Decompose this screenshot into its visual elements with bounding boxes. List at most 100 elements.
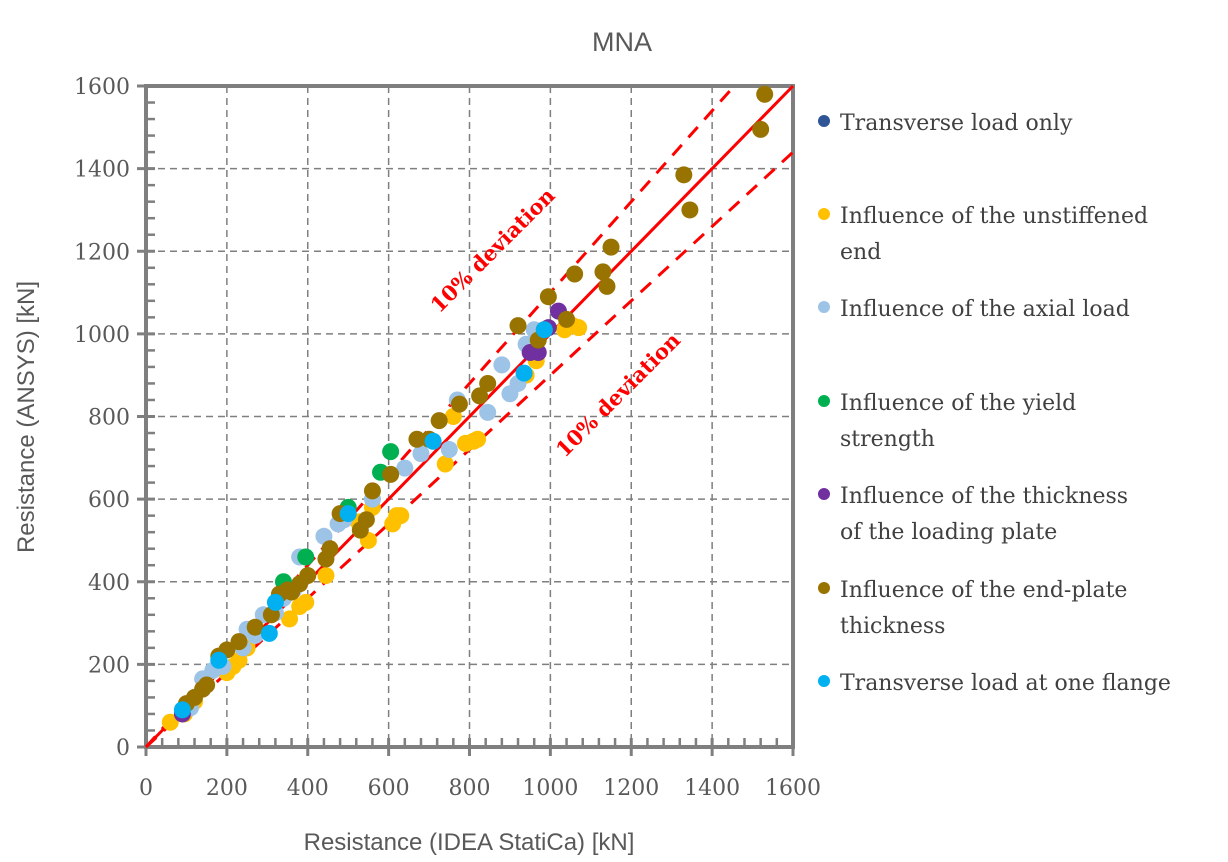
- data-point: [297, 548, 315, 566]
- data-point: [260, 624, 278, 642]
- x-tick-label: 1400: [684, 776, 740, 801]
- x-tick-label: 1000: [522, 776, 578, 801]
- plot-frame: [144, 84, 795, 749]
- data-point: [515, 364, 533, 382]
- data-point: [339, 505, 357, 523]
- legend-item: Influence of the thickness of the loading…: [818, 484, 1128, 545]
- data-point: [210, 651, 228, 669]
- data-point: [479, 374, 497, 392]
- data-point: [436, 455, 454, 473]
- y-tick-label: 800: [88, 406, 130, 431]
- data-point: [594, 263, 612, 281]
- x-tick-label: 0: [139, 776, 153, 801]
- y-axis-title: Resistance (ANSYS) [kN]: [13, 281, 40, 553]
- data-point: [396, 459, 414, 477]
- x-tick-label: 1600: [765, 776, 821, 801]
- legend-marker: [818, 488, 830, 500]
- data-point: [756, 85, 774, 103]
- data-point: [297, 593, 315, 611]
- data-point: [408, 430, 426, 448]
- data-point: [266, 593, 284, 611]
- data-point: [529, 343, 547, 361]
- legend-label: Influence of the thickness: [840, 484, 1128, 509]
- y-tick-labels: 0 200 400 600 800 1000 1200 1400 1600: [74, 75, 130, 761]
- x-tick-label: 800: [449, 776, 491, 801]
- data-point: [317, 567, 335, 585]
- legend-item: Transverse load only: [818, 111, 1073, 136]
- legend-item: Influence of the unstiffened end: [818, 204, 1148, 265]
- deviation-annotation: 10% deviation: [551, 327, 686, 462]
- legend-label: end: [840, 240, 881, 265]
- x-tick-label: 400: [287, 776, 329, 801]
- data-point: [535, 321, 553, 339]
- legend-label: Transverse load at one flange: [840, 671, 1171, 696]
- data-point: [230, 633, 248, 651]
- legend-marker: [818, 208, 830, 220]
- data-point: [471, 387, 489, 405]
- y-tick-label: 400: [88, 571, 130, 596]
- x-tick-label: 600: [368, 776, 410, 801]
- data-point: [570, 319, 588, 337]
- data-point: [440, 441, 458, 459]
- y-tick-label: 200: [88, 653, 130, 678]
- x-tick-label: 1200: [603, 776, 659, 801]
- deviation-annotation: 10% deviation: [425, 183, 560, 318]
- data-point: [382, 465, 400, 483]
- data-point: [198, 676, 216, 694]
- legend-marker: [818, 395, 830, 407]
- data-point: [281, 610, 299, 628]
- y-tick-label: 1600: [74, 75, 130, 100]
- data-point: [424, 432, 442, 450]
- data-point: [566, 265, 584, 283]
- data-point: [450, 395, 468, 413]
- data-point: [430, 412, 448, 430]
- legend-marker: [818, 582, 830, 594]
- data-point: [602, 238, 620, 256]
- legend-label: Influence of the axial load: [840, 297, 1130, 322]
- data-point: [382, 443, 400, 461]
- data-point: [469, 430, 487, 448]
- data-point: [598, 277, 616, 295]
- x-axis-title: Resistance (IDEA StatiCa) [kN]: [304, 829, 635, 856]
- data-point: [558, 310, 576, 328]
- data-point: [392, 507, 410, 525]
- data-point: [681, 201, 699, 219]
- data-point: [173, 701, 191, 719]
- axes-frame: [144, 84, 795, 749]
- data-point: [357, 511, 375, 529]
- chart-title: MNA: [592, 27, 652, 57]
- data-point: [321, 540, 339, 558]
- legend-marker: [818, 675, 830, 687]
- x-tick-labels: 0 200 400 600 800 1000 1200 1400 1600: [139, 776, 821, 801]
- y-tick-label: 1400: [74, 158, 130, 183]
- data-point: [246, 618, 264, 636]
- y-tick-label: 600: [88, 488, 130, 513]
- data-point: [299, 567, 317, 585]
- x-tick-label: 200: [206, 776, 248, 801]
- data-point: [509, 317, 527, 335]
- legend-label: Transverse load only: [840, 111, 1073, 136]
- data-point: [752, 120, 770, 138]
- data-point: [363, 482, 381, 500]
- legend-label: Influence of the unstiffened: [840, 204, 1148, 229]
- legend-label: Influence of the end-plate: [840, 578, 1127, 603]
- legend-label: of the loading plate: [840, 520, 1057, 545]
- legend: Transverse load only Influence of the uns…: [818, 111, 1171, 696]
- data-point: [493, 356, 511, 374]
- legend-label: Influence of the yield: [840, 391, 1076, 416]
- data-point: [539, 288, 557, 306]
- y-tick-label: 1000: [74, 323, 130, 348]
- legend-item: Influence of the yield strength: [818, 391, 1076, 452]
- data-point: [161, 713, 179, 731]
- y-tick-label: 1200: [74, 240, 130, 265]
- data-point: [479, 403, 497, 421]
- y-tick-label: 0: [116, 736, 130, 761]
- data-point: [675, 166, 693, 184]
- data-point: [412, 445, 430, 463]
- legend-item: Influence of the end-plate thickness: [818, 578, 1127, 639]
- legend-item: Influence of the axial load: [818, 297, 1130, 322]
- legend-label: strength: [840, 427, 935, 452]
- legend-label: thickness: [840, 614, 945, 639]
- legend-marker: [818, 301, 830, 313]
